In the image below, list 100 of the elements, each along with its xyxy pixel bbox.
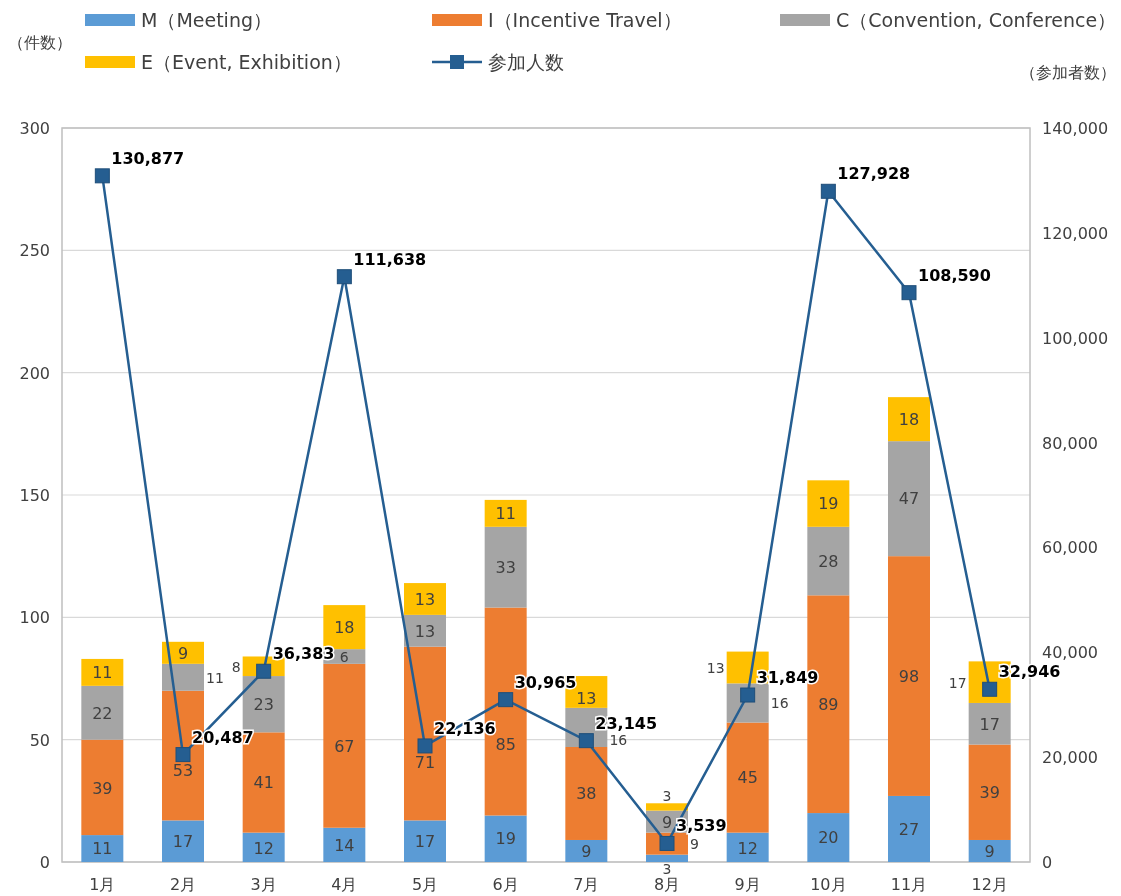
y2-tick-label: 0 xyxy=(1042,853,1053,872)
data-label: 23 xyxy=(253,694,274,714)
data-label: 9 xyxy=(581,841,592,861)
point xyxy=(94,168,110,184)
bar xyxy=(81,685,124,740)
bar xyxy=(888,556,930,796)
bar xyxy=(968,839,1011,862)
x-tick-label: 8月 xyxy=(653,875,681,894)
data-label: 45 xyxy=(737,768,758,788)
data-label: 12 xyxy=(253,838,274,858)
data-label: 17 xyxy=(414,832,436,852)
x-tick-label: 7月 xyxy=(573,875,600,894)
point xyxy=(336,269,352,285)
data-label: 9 xyxy=(177,643,189,663)
data-label: 6 xyxy=(339,648,349,665)
data-label: 13 xyxy=(414,590,436,609)
y-tick-label: 200 xyxy=(19,363,50,383)
data-label: 47 xyxy=(898,489,920,509)
bar xyxy=(162,820,204,862)
bar xyxy=(807,526,850,596)
bar xyxy=(484,526,527,608)
data-label: 89 xyxy=(818,695,839,715)
data-label: 111,638 xyxy=(353,249,427,269)
data-label: 9 xyxy=(661,812,673,832)
y2-tick-label: 140,000 xyxy=(1042,119,1109,138)
bar xyxy=(888,397,930,442)
bar xyxy=(323,827,366,862)
y-tick-label: 0 xyxy=(39,853,50,872)
bar xyxy=(81,739,124,836)
data-label: 67 xyxy=(334,736,355,756)
data-label: 17 xyxy=(172,832,194,852)
data-label: 18 xyxy=(898,410,920,430)
x-tick-label: 6月 xyxy=(492,875,519,894)
bar xyxy=(807,480,850,527)
y2-tick-label: 60,000 xyxy=(1042,538,1098,558)
data-label: 108,590 xyxy=(918,265,991,285)
data-label: 17 xyxy=(948,674,967,691)
data-label: 23,145 xyxy=(595,713,658,733)
x-tick-label: 11月 xyxy=(890,875,928,894)
data-label: 36,383 xyxy=(272,644,335,664)
data-label: 3 xyxy=(662,860,672,877)
bar xyxy=(565,839,608,862)
bar xyxy=(323,663,366,828)
bar xyxy=(484,499,527,527)
data-label: 41 xyxy=(253,773,274,793)
bar xyxy=(484,815,527,862)
bar xyxy=(565,747,608,840)
data-label: 19 xyxy=(818,494,839,514)
y2-tick-label: 20,000 xyxy=(1042,748,1098,768)
legend-label: M（Meeting） xyxy=(141,9,272,31)
x-tick-label: 5月 xyxy=(411,875,439,894)
data-label: 39 xyxy=(979,783,1000,803)
data-label: 9 xyxy=(984,841,995,861)
data-label: 28 xyxy=(818,551,839,571)
bar xyxy=(404,583,446,615)
data-label: 18 xyxy=(334,618,355,638)
data-label: 11 xyxy=(92,839,113,859)
data-label: 8 xyxy=(231,658,241,675)
point xyxy=(175,747,191,763)
y2-axis-title: （参加者数） xyxy=(1020,63,1116,82)
legend-label: E（Event, Exhibition） xyxy=(141,51,352,73)
y-tick-label: 50 xyxy=(29,730,50,750)
bar xyxy=(646,854,688,862)
data-label: 14 xyxy=(334,835,355,855)
data-label: 22 xyxy=(92,703,113,723)
data-label: 20 xyxy=(818,827,839,847)
y2-tick-label: 100,000 xyxy=(1042,328,1109,348)
point xyxy=(498,692,514,708)
legend-label: 参加人数 xyxy=(488,51,564,73)
data-label: 85 xyxy=(495,735,516,755)
bar xyxy=(726,832,769,862)
bar xyxy=(726,722,769,833)
data-label: 39 xyxy=(92,778,113,798)
x-tick-label: 12月 xyxy=(971,875,1008,894)
data-label: 13 xyxy=(414,621,436,641)
y-tick-label: 100 xyxy=(19,608,50,628)
bar xyxy=(81,658,124,686)
y2-tick-label: 40,000 xyxy=(1042,643,1098,663)
data-label: 11 xyxy=(495,503,516,523)
x-tick-label: 9月 xyxy=(734,875,761,894)
bar xyxy=(968,702,1011,745)
y2-tick-label: 80,000 xyxy=(1042,433,1098,453)
point xyxy=(901,285,917,301)
bar xyxy=(242,832,285,862)
data-label: 71 xyxy=(414,752,436,772)
data-label: 98 xyxy=(898,667,920,687)
y-tick-label: 150 xyxy=(19,486,50,505)
data-label: 33 xyxy=(495,557,516,577)
point xyxy=(820,183,836,199)
bar xyxy=(646,803,688,811)
data-label: 11 xyxy=(92,662,113,682)
data-label: 38 xyxy=(576,783,597,803)
data-label: 3 xyxy=(662,787,672,804)
y-axis-title: （件数） xyxy=(8,33,72,52)
x-tick-label: 10月 xyxy=(810,875,847,894)
data-label: 27 xyxy=(898,819,920,839)
y-tick-label: 250 xyxy=(19,241,50,261)
data-label: 3,539 xyxy=(676,816,727,836)
x-tick-label: 3月 xyxy=(250,875,277,894)
data-label: 17 xyxy=(979,714,1000,734)
